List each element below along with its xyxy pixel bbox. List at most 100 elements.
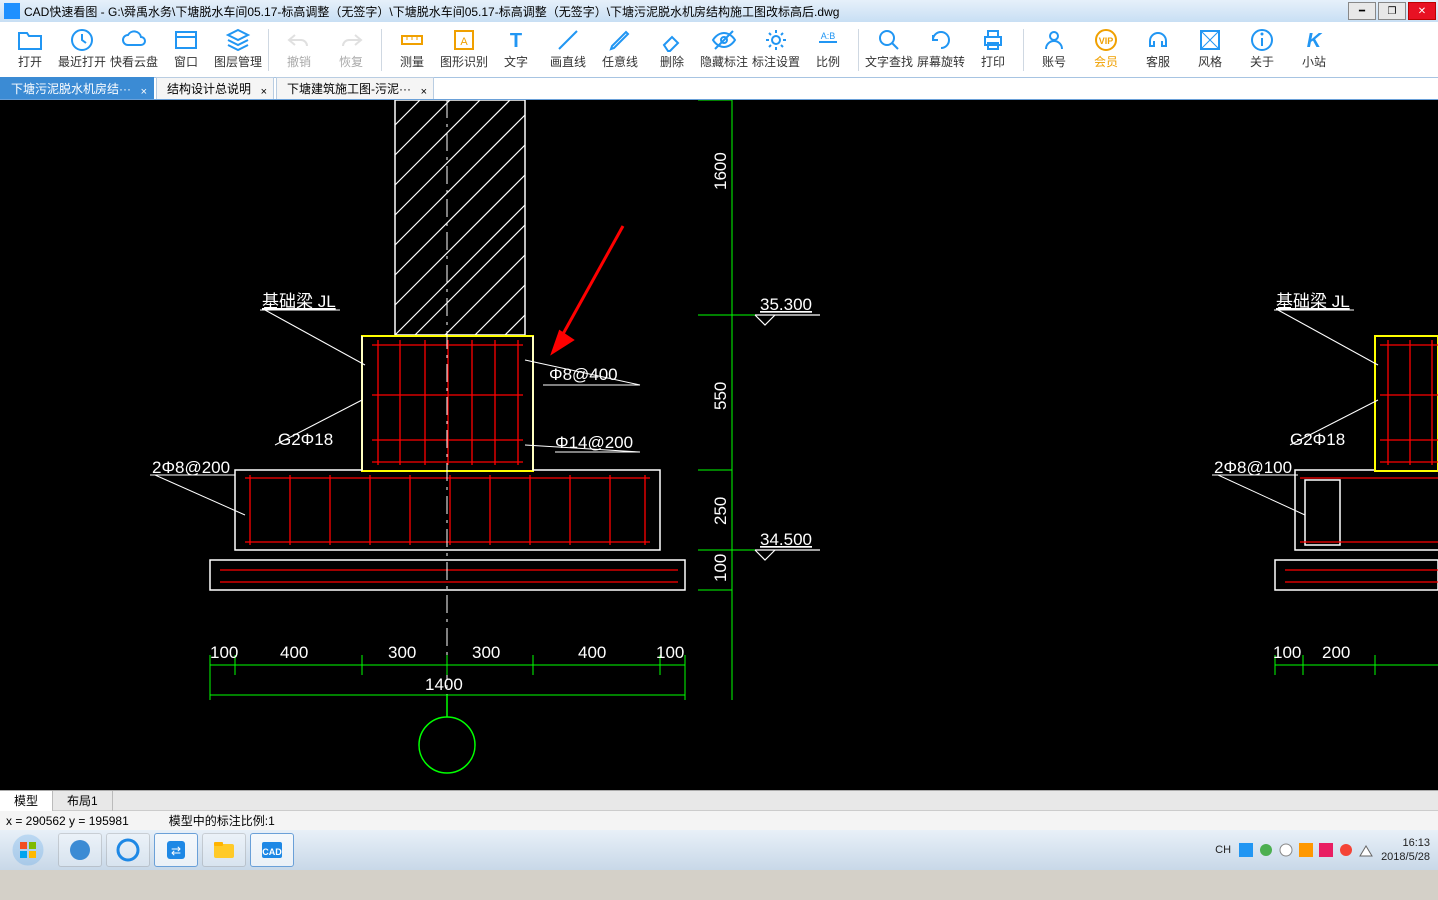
svg-text:A: A [460, 36, 468, 48]
tool-cloud[interactable]: 快看云盘 [108, 23, 160, 77]
tool-scale[interactable]: A:B比例 [802, 23, 854, 77]
tool-about[interactable]: 关于 [1236, 23, 1288, 77]
hd-1: 100 [210, 643, 238, 662]
tool-findtext[interactable]: 文字查找 [863, 23, 915, 77]
tool-label: 快看云盘 [110, 53, 158, 70]
tool-measure[interactable]: 测量 [386, 23, 438, 77]
tool-line[interactable]: 画直线 [542, 23, 594, 77]
tab-label: 结构设计总说明 [167, 82, 251, 96]
file-tab[interactable]: 下塘污泥脱水机房结···× [0, 77, 154, 99]
level-top: 35.300 [760, 295, 812, 314]
tool-account[interactable]: 账号 [1028, 23, 1080, 77]
tool-label: 屏幕旋转 [917, 53, 965, 70]
tool-undo[interactable]: 撤销 [273, 23, 325, 77]
file-tab[interactable]: 结构设计总说明× [156, 77, 274, 99]
tool-label: 打印 [981, 53, 1005, 70]
tool-recognize[interactable]: A图形识别 [438, 23, 490, 77]
right-rebar-label: 2Φ8@100 [1214, 458, 1292, 477]
open-icon [17, 29, 43, 51]
task-explorer[interactable] [202, 833, 246, 867]
tool-hide[interactable]: 隐藏标注 [698, 23, 750, 77]
tray-icon[interactable] [1359, 843, 1373, 857]
tool-label: 恢复 [339, 53, 363, 70]
app-icon [4, 3, 20, 19]
level-bot: 34.500 [760, 530, 812, 549]
rhd-1: 100 [1273, 643, 1301, 662]
tray-icons [1239, 843, 1373, 857]
system-tray: CH 16:13 2018/5/28 [1207, 836, 1438, 864]
task-ie[interactable] [106, 833, 150, 867]
tool-site[interactable]: K小站 [1288, 23, 1340, 77]
svg-text:⇄: ⇄ [171, 844, 181, 858]
tool-viewport[interactable]: 窗口 [160, 23, 212, 77]
tool-redo[interactable]: 恢复 [325, 23, 377, 77]
support-icon [1145, 29, 1171, 51]
tray-icon[interactable] [1299, 843, 1313, 857]
print-icon [980, 29, 1006, 51]
g2-label: G2Φ18 [278, 430, 333, 449]
tray-icon[interactable] [1279, 843, 1293, 857]
close-button[interactable]: ✕ [1408, 2, 1436, 20]
task-cad[interactable]: CAD [250, 833, 294, 867]
tab-label: 下塘污泥脱水机房结··· [11, 82, 131, 96]
drawing-canvas[interactable]: 基础梁 JL G2Φ18 2Φ8@200 Φ8@400 Φ14@200 35.3… [0, 100, 1438, 790]
tray-icon[interactable] [1319, 843, 1333, 857]
hd-5: 400 [578, 643, 606, 662]
recognize-icon: A [451, 29, 477, 51]
tool-text[interactable]: T文字 [490, 23, 542, 77]
task-share[interactable]: ⇄ [154, 833, 198, 867]
tool-style[interactable]: 风格 [1184, 23, 1236, 77]
tool-label: 图层管理 [214, 53, 262, 70]
layers-icon [225, 29, 251, 51]
text-icon: T [503, 29, 529, 51]
tray-icon[interactable] [1339, 843, 1353, 857]
start-button[interactable] [0, 830, 56, 870]
tool-delete[interactable]: 删除 [646, 23, 698, 77]
hd-total: 1400 [425, 675, 463, 694]
file-tab[interactable]: 下塘建筑施工图-污泥···× [276, 77, 434, 99]
tool-freeline[interactable]: 任意线 [594, 23, 646, 77]
tool-settings[interactable]: 标注设置 [750, 23, 802, 77]
tab-model[interactable]: 模型 [0, 791, 53, 811]
tool-open[interactable]: 打开 [4, 23, 56, 77]
style-icon [1197, 29, 1223, 51]
tool-support[interactable]: 客服 [1132, 23, 1184, 77]
clock[interactable]: 16:13 2018/5/28 [1381, 836, 1430, 864]
tray-icon[interactable] [1239, 843, 1253, 857]
phi8-label: Φ8@400 [549, 365, 618, 384]
tool-layers[interactable]: 图层管理 [212, 23, 264, 77]
vip-icon: VIP [1093, 29, 1119, 51]
tool-recent[interactable]: 最近打开 [56, 23, 108, 77]
tool-label: 删除 [660, 53, 684, 70]
tool-print[interactable]: 打印 [967, 23, 1019, 77]
tab-layout1[interactable]: 布局1 [53, 791, 113, 811]
svg-text:K: K [1307, 30, 1323, 52]
tool-label: 标注设置 [752, 53, 800, 70]
svg-text:CAD: CAD [262, 847, 282, 857]
tab-label: 下塘建筑施工图-污泥··· [287, 82, 411, 96]
tool-label: 风格 [1198, 53, 1222, 70]
tool-vip[interactable]: VIP 会员 [1080, 23, 1132, 77]
task-browser[interactable] [58, 833, 102, 867]
tool-label: 客服 [1146, 53, 1170, 70]
vdim-550: 550 [711, 382, 730, 410]
tool-label: 最近打开 [58, 53, 106, 70]
minimize-button[interactable]: ━ [1348, 2, 1376, 20]
tray-icon[interactable] [1259, 843, 1273, 857]
ime-indicator[interactable]: CH [1215, 844, 1231, 856]
vdim-1600: 1600 [711, 152, 730, 190]
clock-date: 2018/5/28 [1381, 850, 1430, 864]
hd-4: 300 [472, 643, 500, 662]
tool-rotate[interactable]: 屏幕旋转 [915, 23, 967, 77]
tool-label: 打开 [18, 53, 42, 70]
tool-label: 任意线 [602, 53, 638, 70]
tool-label: 撤销 [287, 53, 311, 70]
tool-label: 小站 [1302, 53, 1326, 70]
svg-text:T: T [510, 30, 522, 52]
hide-icon [711, 29, 737, 51]
beam-label: 基础梁 JL [262, 292, 336, 311]
recent-icon [69, 29, 95, 51]
taskbar: ⇄ CAD CH 16:13 2018/5/28 [0, 830, 1438, 870]
maximize-button[interactable]: ❐ [1378, 2, 1406, 20]
tool-label: 会员 [1094, 53, 1118, 70]
